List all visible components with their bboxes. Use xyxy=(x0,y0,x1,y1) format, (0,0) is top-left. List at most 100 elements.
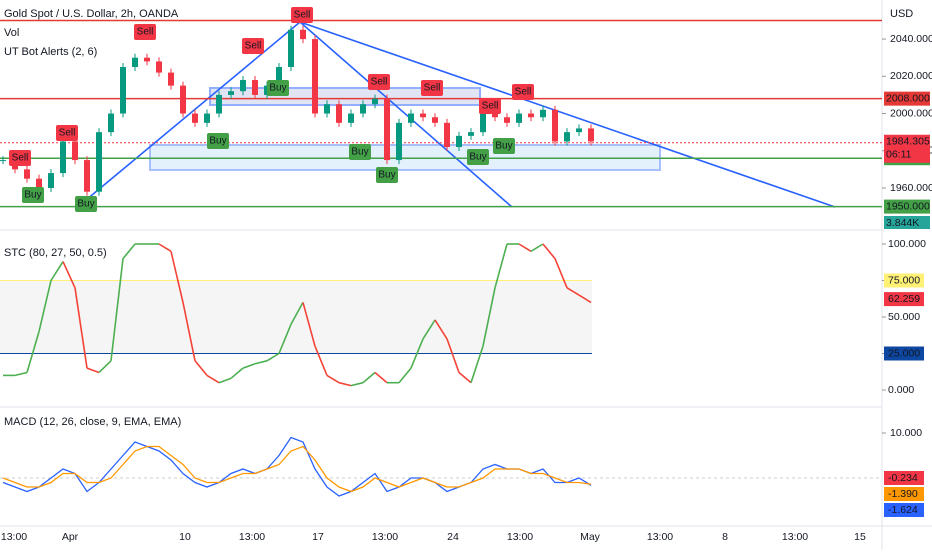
signal-badge xyxy=(467,149,489,165)
stc-segment xyxy=(110,258,124,361)
signal-line xyxy=(2,445,592,493)
candle xyxy=(276,67,282,86)
candle xyxy=(24,169,30,179)
stc-segment xyxy=(158,243,172,252)
stc-segment xyxy=(38,280,52,332)
stc-segment xyxy=(206,374,220,384)
candle xyxy=(48,173,54,188)
candle xyxy=(396,122,402,161)
candle xyxy=(312,39,318,114)
stc-segment xyxy=(422,319,436,340)
candle xyxy=(168,72,174,86)
stc-segment xyxy=(290,302,304,325)
stc-segment xyxy=(374,371,388,384)
macd-line xyxy=(2,436,592,497)
level-badge xyxy=(884,199,930,214)
candle xyxy=(96,132,102,192)
x-tick-label: 13:00 xyxy=(782,531,808,543)
signal-badge xyxy=(75,196,97,212)
vol-badge xyxy=(884,216,930,229)
candle xyxy=(420,113,426,118)
stc-segment xyxy=(398,367,412,384)
price-tick-label: 1960.000 xyxy=(890,182,932,194)
stc-segment xyxy=(242,362,256,369)
stc-segment xyxy=(278,323,292,354)
stc-segment xyxy=(566,287,580,296)
signal-label: Sell xyxy=(482,101,499,112)
candle xyxy=(432,117,438,123)
stc-segment xyxy=(446,338,460,373)
stc-segment xyxy=(314,345,328,376)
candle xyxy=(564,132,570,142)
stc-segment xyxy=(530,243,544,252)
stc-tick-label: 75.000 xyxy=(888,274,920,286)
candle xyxy=(408,113,414,123)
macd-title: MACD (12, 26, close, 9, EMA, EMA) xyxy=(4,416,181,428)
level-label: 1950.000 xyxy=(886,200,930,212)
x-tick-label: 10 xyxy=(179,531,191,543)
x-tick-label: 13:00 xyxy=(647,531,673,543)
signal-badge xyxy=(512,84,534,100)
x-tick-label: 8 xyxy=(722,531,728,543)
stc-segment xyxy=(194,360,208,376)
signal-badge xyxy=(22,187,44,203)
macd-tick-label: 10.000 xyxy=(890,427,922,439)
price-tick-label: 2020.000 xyxy=(890,70,932,82)
stc-segment xyxy=(494,243,508,289)
signal-label: Buy xyxy=(77,199,94,210)
signal-label: Sell xyxy=(371,77,388,88)
candle xyxy=(252,80,258,95)
signal-label: Sell xyxy=(12,153,29,164)
signal-badge xyxy=(421,80,443,96)
stc-segment xyxy=(326,374,340,384)
stc-band xyxy=(0,280,592,354)
signal-label: Sell xyxy=(515,87,532,98)
signal-label: Buy xyxy=(209,136,226,147)
indicator: Vol xyxy=(4,27,19,39)
stc-segment xyxy=(362,371,376,384)
candle xyxy=(336,104,342,123)
signal-badge xyxy=(56,125,78,141)
candle xyxy=(372,98,378,105)
x-tick-label: 17 xyxy=(312,531,324,543)
stc-segment xyxy=(482,287,496,347)
stc-segment xyxy=(122,243,136,260)
stc-segment xyxy=(98,360,112,374)
candle xyxy=(324,104,330,114)
x-tick-label: 13:00 xyxy=(1,531,27,543)
candle xyxy=(516,113,522,123)
signal-badge xyxy=(376,167,398,183)
signal-badge xyxy=(242,38,264,54)
x-tick-label: 24 xyxy=(447,531,459,543)
candle xyxy=(132,57,138,68)
stc-segment xyxy=(302,302,316,347)
stc-tick-label: 50.000 xyxy=(888,311,920,323)
x-tick-label: 15 xyxy=(854,531,866,543)
stc-tick-label: 100.000 xyxy=(888,238,926,250)
candle xyxy=(156,61,162,73)
stc-tick-label: 25.000 xyxy=(888,347,920,359)
macd-last: -0.234 xyxy=(888,472,918,484)
stc-segment xyxy=(86,367,100,374)
stc-badge xyxy=(884,346,924,361)
signal-label: Buy xyxy=(378,170,395,181)
candle xyxy=(384,98,390,161)
signal-badge xyxy=(349,144,371,160)
candle xyxy=(492,113,498,118)
candle xyxy=(72,141,78,161)
price-tick-label: 2040.000 xyxy=(890,33,932,45)
candle xyxy=(504,117,510,123)
stc-tick-label: 0.000 xyxy=(888,384,914,396)
signal-label: Buy xyxy=(351,147,368,158)
last-badge xyxy=(884,134,930,163)
candle xyxy=(552,109,558,142)
stc-segment xyxy=(266,352,280,362)
macd-last: -1.390 xyxy=(888,488,918,500)
stc-segment xyxy=(410,338,424,369)
signal-label: Buy xyxy=(269,83,286,94)
stc-badge xyxy=(884,273,924,288)
level-badge xyxy=(884,91,930,106)
candle xyxy=(228,91,234,95)
